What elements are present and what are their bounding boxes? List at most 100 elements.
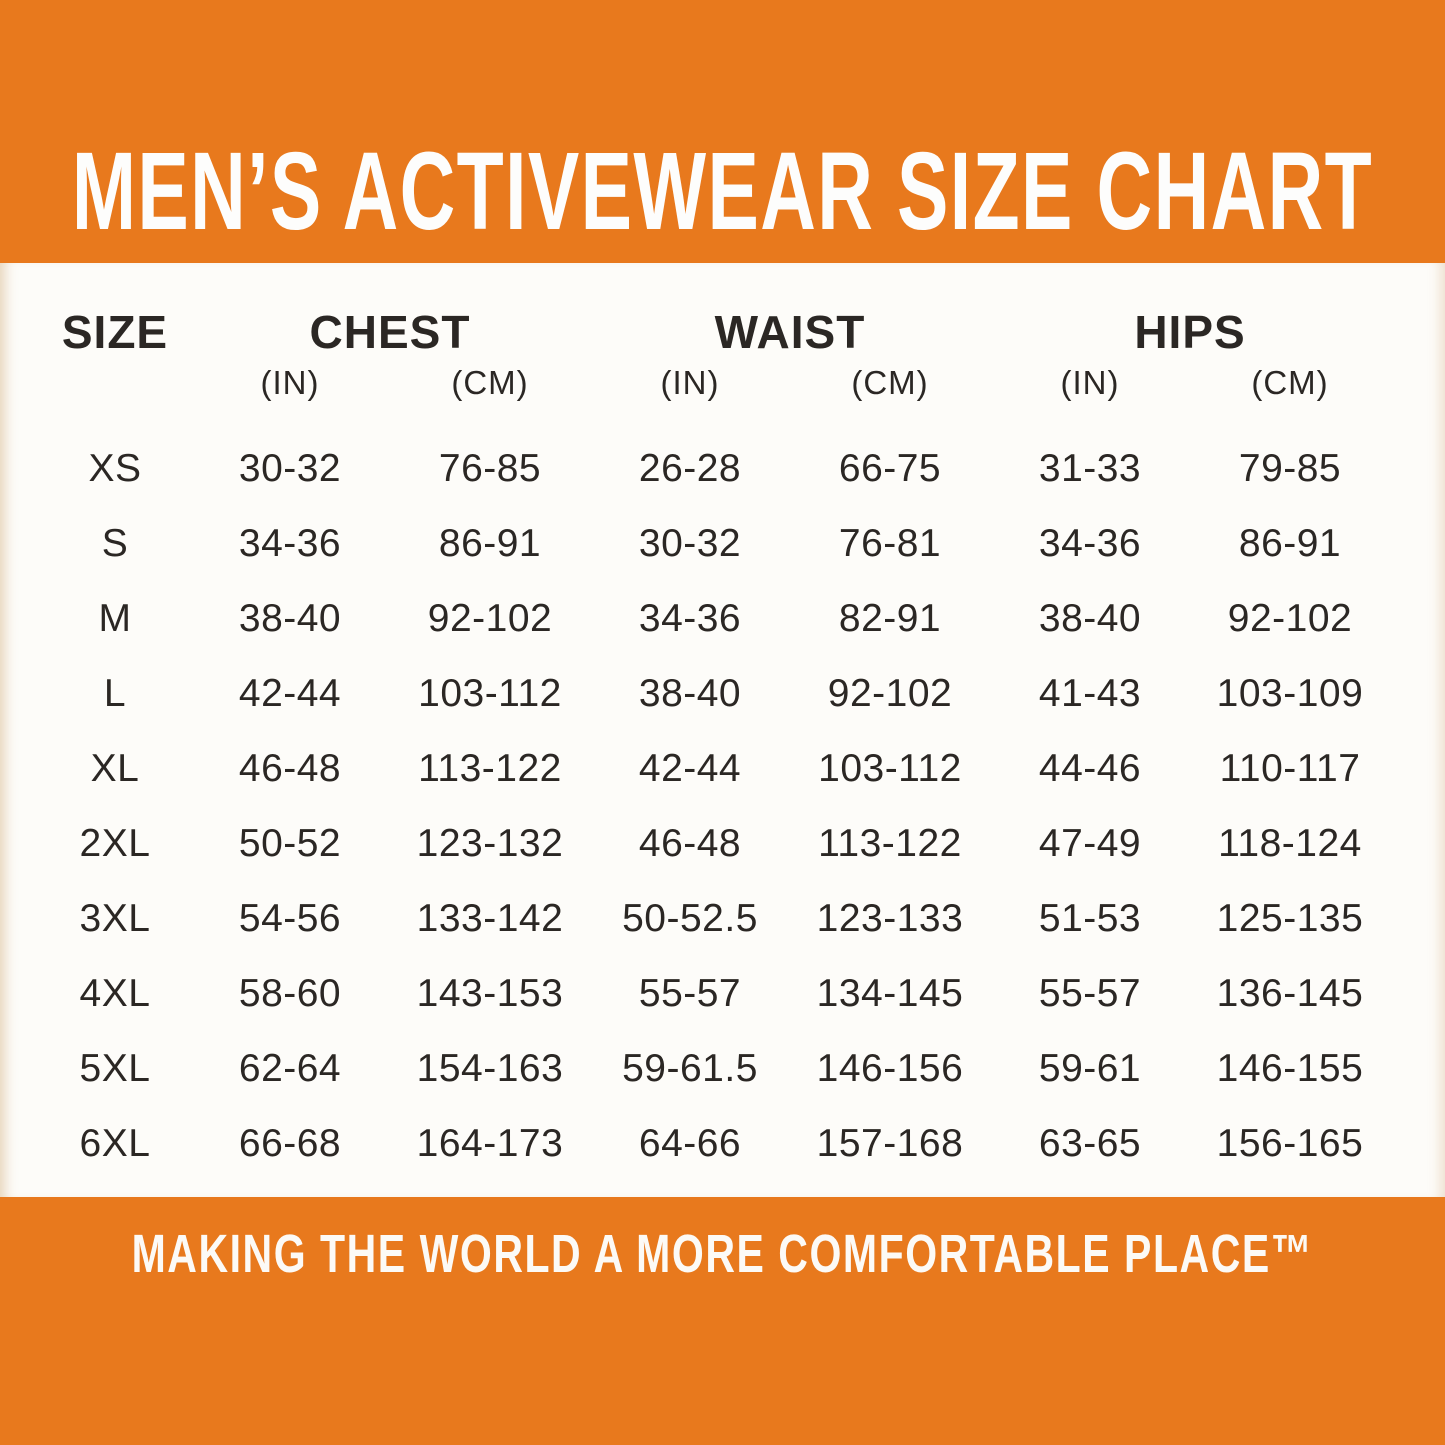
hips-cm-cell: 146-155 (1216, 1046, 1364, 1090)
hips-cm-cell: 125-135 (1216, 896, 1364, 940)
hips-in-cell: 31-33 (1038, 446, 1142, 490)
size-cell: M (98, 596, 132, 640)
size-cell: 5XL (79, 1046, 151, 1090)
waist-in-cell: 34-36 (638, 596, 742, 640)
group-header-chest: CHEST (309, 306, 471, 358)
hips-cm-cell: 103-109 (1216, 671, 1364, 715)
hips-cm-cell: 86-91 (1238, 521, 1342, 565)
hips-in-cell: 59-61 (1038, 1046, 1142, 1090)
table-row: M 38-40 92-102 34-36 82-91 38-40 92-102 (0, 581, 1445, 656)
header-band: MEN’S ACTIVEWEAR SIZE CHART (0, 0, 1445, 263)
hips-cm-cell: 136-145 (1216, 971, 1364, 1015)
table-row: 3XL 54-56 133-142 50-52.5 123-133 51-53 … (0, 881, 1445, 956)
waist-cm-cell: 103-112 (818, 746, 962, 790)
size-cell: 6XL (79, 1121, 151, 1165)
hips-cm-unit-header: (CM) (1251, 364, 1329, 401)
table-row: L 42-44 103-112 38-40 92-102 41-43 103-1… (0, 656, 1445, 731)
chest-in-cell: 30-32 (238, 446, 342, 490)
size-cell: 2XL (79, 821, 151, 865)
size-cell: XL (90, 746, 140, 790)
waist-in-cell: 38-40 (638, 671, 742, 715)
hips-cm-cell: 118-124 (1218, 821, 1362, 865)
size-cell: L (103, 671, 127, 715)
table-row: 4XL 58-60 143-153 55-57 134-145 55-57 13… (0, 956, 1445, 1031)
waist-in-unit-header: (IN) (660, 364, 720, 401)
hips-in-cell: 44-46 (1038, 746, 1142, 790)
hips-in-cell: 51-53 (1038, 896, 1142, 940)
size-table: SIZE CHEST WAIST HIPS (IN) (CM) (IN) (CM… (0, 305, 1445, 1181)
chest-cm-cell: 113-122 (418, 746, 562, 790)
chest-cm-unit-header: (CM) (451, 364, 529, 401)
chest-cm-cell: 164-173 (416, 1121, 564, 1165)
group-header-hips: HIPS (1134, 306, 1246, 358)
chest-in-cell: 54-56 (238, 896, 342, 940)
group-header-waist: WAIST (714, 306, 866, 358)
waist-cm-cell: 76-81 (838, 521, 942, 565)
waist-in-cell: 50-52.5 (622, 896, 758, 940)
chest-in-cell: 62-64 (238, 1046, 342, 1090)
hips-in-unit-header: (IN) (1060, 364, 1120, 401)
waist-cm-cell: 92-102 (827, 671, 953, 715)
waist-in-cell: 30-32 (638, 521, 742, 565)
size-column-header: SIZE (61, 306, 169, 358)
size-cell: 3XL (79, 896, 151, 940)
footer-band: MAKING THE WORLD A MORE COMFORTABLE PLAC… (0, 1197, 1445, 1445)
brand-tagline: MAKING THE WORLD A MORE COMFORTABLE PLAC… (131, 1224, 1314, 1284)
chest-in-cell: 66-68 (238, 1121, 342, 1165)
table-row: 2XL 50-52 123-132 46-48 113-122 47-49 11… (0, 806, 1445, 881)
chest-in-unit-header: (IN) (260, 364, 320, 401)
waist-in-cell: 55-57 (638, 971, 742, 1015)
hips-in-cell: 41-43 (1038, 671, 1142, 715)
hips-cm-cell: 79-85 (1238, 446, 1342, 490)
chest-in-cell: 50-52 (238, 821, 342, 865)
waist-cm-cell: 113-122 (818, 821, 962, 865)
waist-cm-unit-header: (CM) (851, 364, 929, 401)
chest-in-cell: 38-40 (238, 596, 342, 640)
size-cell: S (101, 521, 129, 565)
waist-cm-cell: 123-133 (816, 896, 964, 940)
size-cell: 4XL (79, 971, 151, 1015)
chest-in-cell: 46-48 (238, 746, 342, 790)
hips-in-cell: 63-65 (1038, 1121, 1142, 1165)
waist-cm-cell: 82-91 (838, 596, 942, 640)
chest-cm-cell: 133-142 (416, 896, 564, 940)
chest-cm-cell: 86-91 (438, 521, 542, 565)
waist-cm-cell: 66-75 (838, 446, 942, 490)
waist-in-cell: 26-28 (638, 446, 742, 490)
waist-in-cell: 64-66 (638, 1121, 742, 1165)
waist-cm-cell: 157-168 (816, 1121, 964, 1165)
size-cell: XS (88, 446, 142, 490)
hips-cm-cell: 92-102 (1227, 596, 1353, 640)
hips-cm-cell: 110-117 (1219, 746, 1361, 790)
hips-in-cell: 38-40 (1038, 596, 1142, 640)
table-body: XS 30-32 76-85 26-28 66-75 31-33 79-85 S… (0, 431, 1445, 1181)
chest-in-cell: 34-36 (238, 521, 342, 565)
chest-in-cell: 42-44 (238, 671, 342, 715)
page-title: MEN’S ACTIVEWEAR SIZE CHART (71, 130, 1374, 253)
table-row: XL 46-48 113-122 42-44 103-112 44-46 110… (0, 731, 1445, 806)
waist-in-cell: 42-44 (638, 746, 742, 790)
table-sheet: SIZE CHEST WAIST HIPS (IN) (CM) (IN) (CM… (0, 263, 1445, 1197)
chest-cm-cell: 92-102 (427, 596, 553, 640)
waist-cm-cell: 146-156 (816, 1046, 964, 1090)
table-row: 5XL 62-64 154-163 59-61.5 146-156 59-61 … (0, 1031, 1445, 1106)
hips-in-cell: 47-49 (1038, 821, 1142, 865)
hips-cm-cell: 156-165 (1216, 1121, 1364, 1165)
hips-in-cell: 55-57 (1038, 971, 1142, 1015)
chest-cm-cell: 103-112 (418, 671, 562, 715)
chest-in-cell: 58-60 (238, 971, 342, 1015)
hips-in-cell: 34-36 (1038, 521, 1142, 565)
table-row: XS 30-32 76-85 26-28 66-75 31-33 79-85 (0, 431, 1445, 506)
waist-in-cell: 59-61.5 (622, 1046, 758, 1090)
waist-in-cell: 46-48 (638, 821, 742, 865)
chest-cm-cell: 143-153 (416, 971, 564, 1015)
unit-header-row: (IN) (CM) (IN) (CM) (IN) (CM) (0, 359, 1445, 407)
column-group-header-row: SIZE CHEST WAIST HIPS (0, 305, 1445, 359)
table-row: 6XL 66-68 164-173 64-66 157-168 63-65 15… (0, 1106, 1445, 1181)
chest-cm-cell: 123-132 (416, 821, 564, 865)
chest-cm-cell: 154-163 (416, 1046, 564, 1090)
table-row: S 34-36 86-91 30-32 76-81 34-36 86-91 (0, 506, 1445, 581)
chest-cm-cell: 76-85 (438, 446, 542, 490)
waist-cm-cell: 134-145 (816, 971, 964, 1015)
